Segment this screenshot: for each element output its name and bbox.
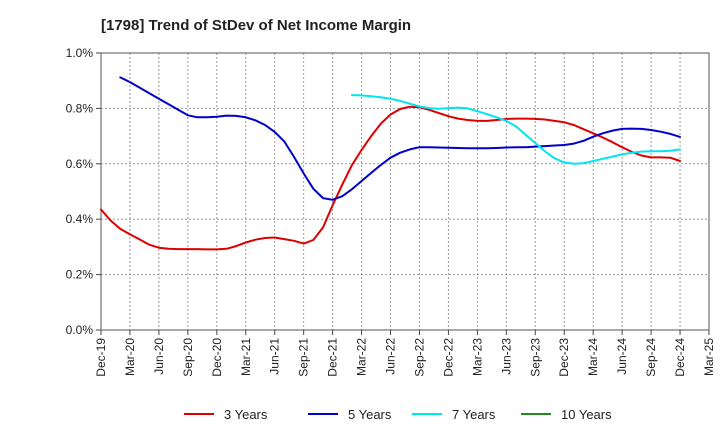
legend-label: 3 Years xyxy=(224,407,268,422)
x-tick-label: Dec-19 xyxy=(94,338,108,377)
y-tick-label: 0.2% xyxy=(66,268,94,282)
x-tick-label: Dec-21 xyxy=(326,338,340,377)
x-tick-label: Mar-25 xyxy=(702,338,716,376)
x-tick-label: Dec-23 xyxy=(557,338,571,377)
x-tick-label: Mar-22 xyxy=(355,338,369,376)
series-lines xyxy=(100,76,681,251)
x-tick-label: Mar-21 xyxy=(239,338,253,376)
x-tick-label: Sep-24 xyxy=(644,338,658,377)
x-tick-label: Dec-24 xyxy=(673,338,687,377)
x-tick-label: Sep-21 xyxy=(297,338,311,377)
y-tick-label: 0.0% xyxy=(66,323,94,337)
x-tick-label: Dec-22 xyxy=(441,338,455,377)
x-tick-label: Mar-23 xyxy=(470,338,484,376)
legend-label: 10 Years xyxy=(561,407,612,422)
x-tick-label: Mar-20 xyxy=(123,338,137,376)
series-line-1 xyxy=(100,105,681,251)
y-tick-label: 0.8% xyxy=(66,101,94,115)
x-tick-label: Sep-23 xyxy=(528,338,542,377)
x-tick-label: Jun-22 xyxy=(384,338,398,375)
x-tick-label: Sep-22 xyxy=(412,338,426,377)
series-line-3 xyxy=(350,94,681,165)
legend: 3 Years 5 Years 7 Years 10 Years xyxy=(184,407,612,422)
series-line-2 xyxy=(119,76,681,201)
chart-title: [1798] Trend of StDev of Net Income Marg… xyxy=(101,17,411,34)
x-tick-label: Mar-24 xyxy=(586,338,600,376)
legend-label: 7 Years xyxy=(452,407,496,422)
y-tick-label: 1.0% xyxy=(66,46,94,60)
x-tick-label: Jun-20 xyxy=(152,338,166,375)
x-tick-label: Sep-20 xyxy=(181,338,195,377)
plot-frame xyxy=(100,52,710,331)
y-tick-label: 0.4% xyxy=(66,212,94,226)
x-tick-label: Jun-21 xyxy=(268,338,282,375)
grid xyxy=(101,52,709,330)
x-tick-label: Dec-20 xyxy=(210,338,224,377)
y-tick-label: 0.6% xyxy=(66,157,94,171)
legend-label: 5 Years xyxy=(348,407,392,422)
axes: 0.0% 0.2% 0.4% 0.6% 0.8% 1.0% Dec-19 Mar-20 Jun-… xyxy=(66,46,716,377)
x-tick-label: Jun-24 xyxy=(615,338,629,375)
x-tick-label: Jun-23 xyxy=(499,338,513,375)
